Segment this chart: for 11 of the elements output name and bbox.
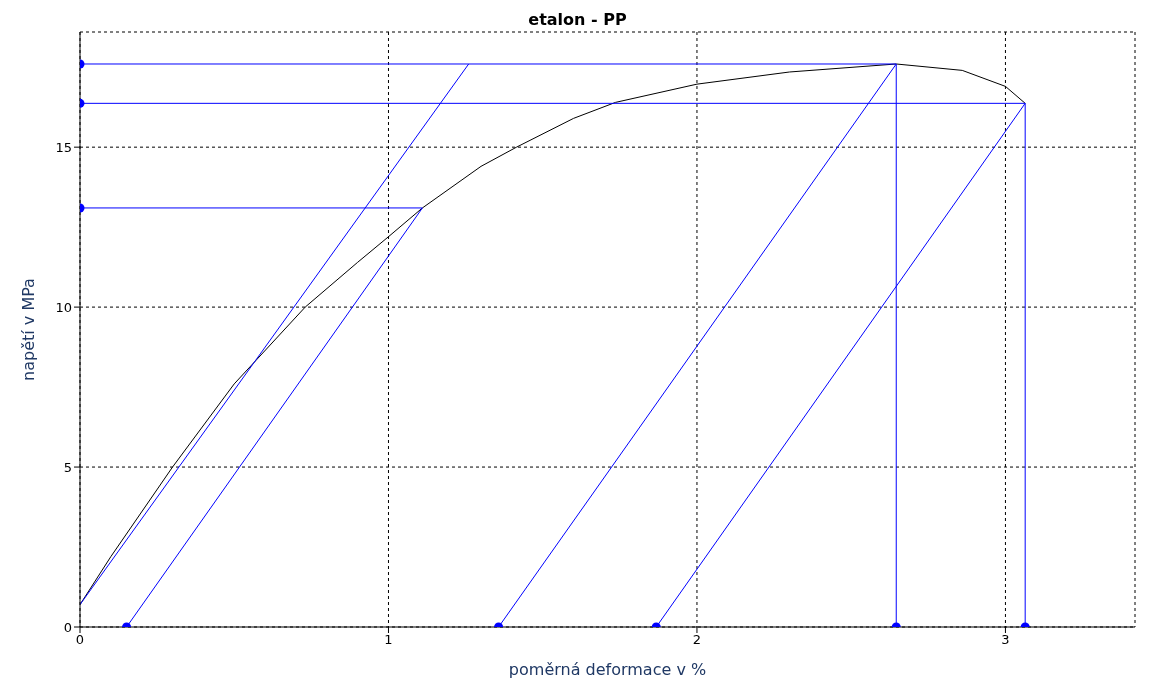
- y-axis-title: napětí v MPa: [18, 278, 38, 381]
- y-tick-label: 0: [63, 619, 72, 635]
- x-tick-label: 1: [384, 632, 393, 648]
- x-tick-label: 2: [692, 632, 702, 648]
- y-tick-label: 15: [55, 139, 72, 155]
- chart-title: etalon - PP: [527, 10, 628, 29]
- x-tick-label: 0: [75, 632, 85, 648]
- x-axis-title: poměrná deformace v %: [508, 660, 707, 679]
- y-tick-label: 10: [55, 299, 72, 315]
- y-tick-label: 5: [63, 459, 72, 475]
- x-tick-label: 3: [1001, 632, 1010, 648]
